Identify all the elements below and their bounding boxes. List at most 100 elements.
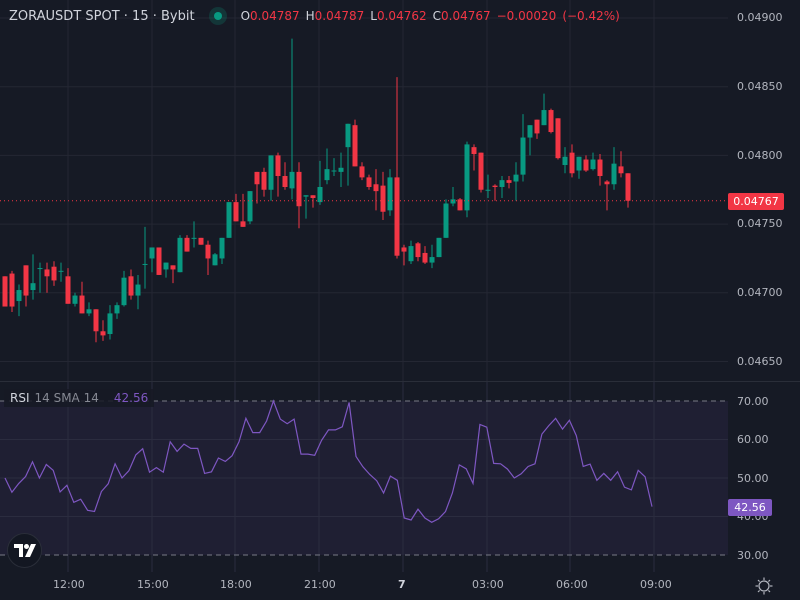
candle-body (247, 191, 253, 222)
candle-body (135, 284, 141, 296)
candle-body (555, 118, 561, 159)
current-price-tag: 0.04767 (728, 193, 784, 210)
candle-body (415, 243, 421, 258)
high-label: H (305, 9, 315, 23)
candle-body (86, 309, 92, 314)
market-status-icon[interactable] (208, 7, 227, 25)
candle-body (149, 247, 155, 259)
close-value: 0.04767 (441, 9, 491, 23)
sun-gear-icon (755, 577, 773, 595)
candle-body (58, 270, 64, 272)
candle-body (366, 177, 372, 188)
candle-body (401, 247, 407, 252)
rsi-line (4, 399, 653, 523)
candle-body (16, 290, 22, 302)
rsi-value-tag: 42.56 (728, 499, 772, 516)
price-chart-pane[interactable] (0, 0, 728, 381)
candle-body (65, 276, 71, 304)
rsi-axis-label: 50.00 (737, 472, 769, 485)
candle-body (492, 185, 498, 188)
candle-body (128, 276, 134, 296)
rsi-chart[interactable] (0, 382, 728, 572)
market-open-dot-icon (213, 12, 222, 20)
candle-body (520, 137, 526, 175)
candle-body (170, 265, 176, 270)
candle-body (625, 173, 631, 201)
candle-body (205, 244, 211, 259)
time-axis-label: 09:00 (640, 578, 672, 591)
candle-body (429, 257, 435, 263)
chart-settings-button[interactable] (755, 577, 773, 595)
time-axis-day-label: 7 (398, 578, 406, 591)
candle-body (121, 277, 127, 306)
candle-body (331, 170, 337, 172)
candle-body (163, 262, 169, 270)
tradingview-logo-icon (13, 543, 36, 557)
rsi-pane[interactable] (0, 382, 728, 572)
candle-body (296, 171, 302, 207)
time-axis-label: 15:00 (137, 578, 169, 591)
candle-body (436, 237, 442, 258)
price-axis-label: 0.04850 (737, 80, 783, 93)
price-axis[interactable]: 0.04900 0.04850 0.04800 0.04750 0.04700 … (728, 0, 800, 381)
candle-body (464, 144, 470, 211)
tradingview-logo[interactable] (7, 533, 42, 568)
candle-body (310, 195, 316, 198)
rsi-axis[interactable]: 70.00 60.00 50.00 40.00 30.00 (728, 382, 800, 572)
symbol-legend: ZORAUSDT SPOT · 15 · Bybit O 0.04787 H 0.0… (9, 6, 620, 26)
low-label: L (370, 9, 377, 23)
candle-body (527, 125, 533, 138)
open-label: O (240, 9, 251, 23)
price-axis-label: 0.04800 (737, 149, 783, 162)
symbol-title[interactable]: ZORAUSDT SPOT · 15 · Bybit (9, 8, 195, 24)
candle-body (156, 247, 162, 275)
high-value: 0.04787 (314, 9, 365, 23)
candle-body (219, 237, 225, 259)
candle-body (100, 331, 106, 336)
time-axis-label: 03:00 (472, 578, 504, 591)
candle-body (471, 147, 477, 155)
price-axis-label: 0.04750 (737, 217, 783, 230)
rsi-name[interactable]: RSI (10, 391, 30, 405)
time-axis-label: 21:00 (304, 578, 336, 591)
candle-body (345, 123, 351, 148)
candle-body (499, 180, 505, 188)
candle-body (37, 268, 43, 270)
candle-body (254, 171, 260, 185)
pane-separator[interactable] (0, 381, 800, 382)
candle-body (317, 187, 323, 203)
candle-body (240, 221, 246, 227)
candle-body (23, 265, 29, 296)
rsi-axis-label: 30.00 (737, 549, 769, 562)
candle-body (352, 125, 358, 167)
candle-body (408, 246, 414, 262)
candle-body (184, 237, 190, 252)
rsi-axis-label: 70.00 (737, 395, 769, 408)
low-value: 0.04762 (376, 9, 427, 23)
candle-body (338, 167, 344, 172)
candle-body (51, 266, 57, 281)
candle-body (114, 305, 120, 314)
candle-body (107, 313, 113, 335)
candle-body (562, 156, 568, 166)
candle-body (261, 171, 267, 190)
candlestick-chart[interactable] (0, 0, 728, 381)
candle-body (590, 159, 596, 170)
candle-body (513, 174, 519, 182)
candle-body (387, 177, 393, 211)
candle-body (380, 185, 386, 212)
candle-body (485, 189, 491, 191)
candle-body (618, 166, 624, 174)
candle-body (9, 273, 15, 307)
candle-body (541, 110, 547, 126)
price-axis-label: 0.04700 (737, 286, 783, 299)
candle-body (191, 237, 197, 239)
candle-body (212, 254, 218, 266)
time-axis[interactable]: 12:00 15:00 18:00 21:00 7 03:00 06:00 09… (0, 572, 728, 600)
rsi-params: 14 SMA 14 (34, 391, 99, 405)
rsi-legend: RSI 14 SMA 14 42.56 (4, 389, 155, 407)
candle-body (611, 163, 617, 185)
candle-body (478, 152, 484, 190)
change-percent: (−0.42%) (562, 9, 620, 23)
ohlc-values: O0.04787 H0.04787 L0.04762 C0.04767 −0.0… (241, 9, 620, 23)
